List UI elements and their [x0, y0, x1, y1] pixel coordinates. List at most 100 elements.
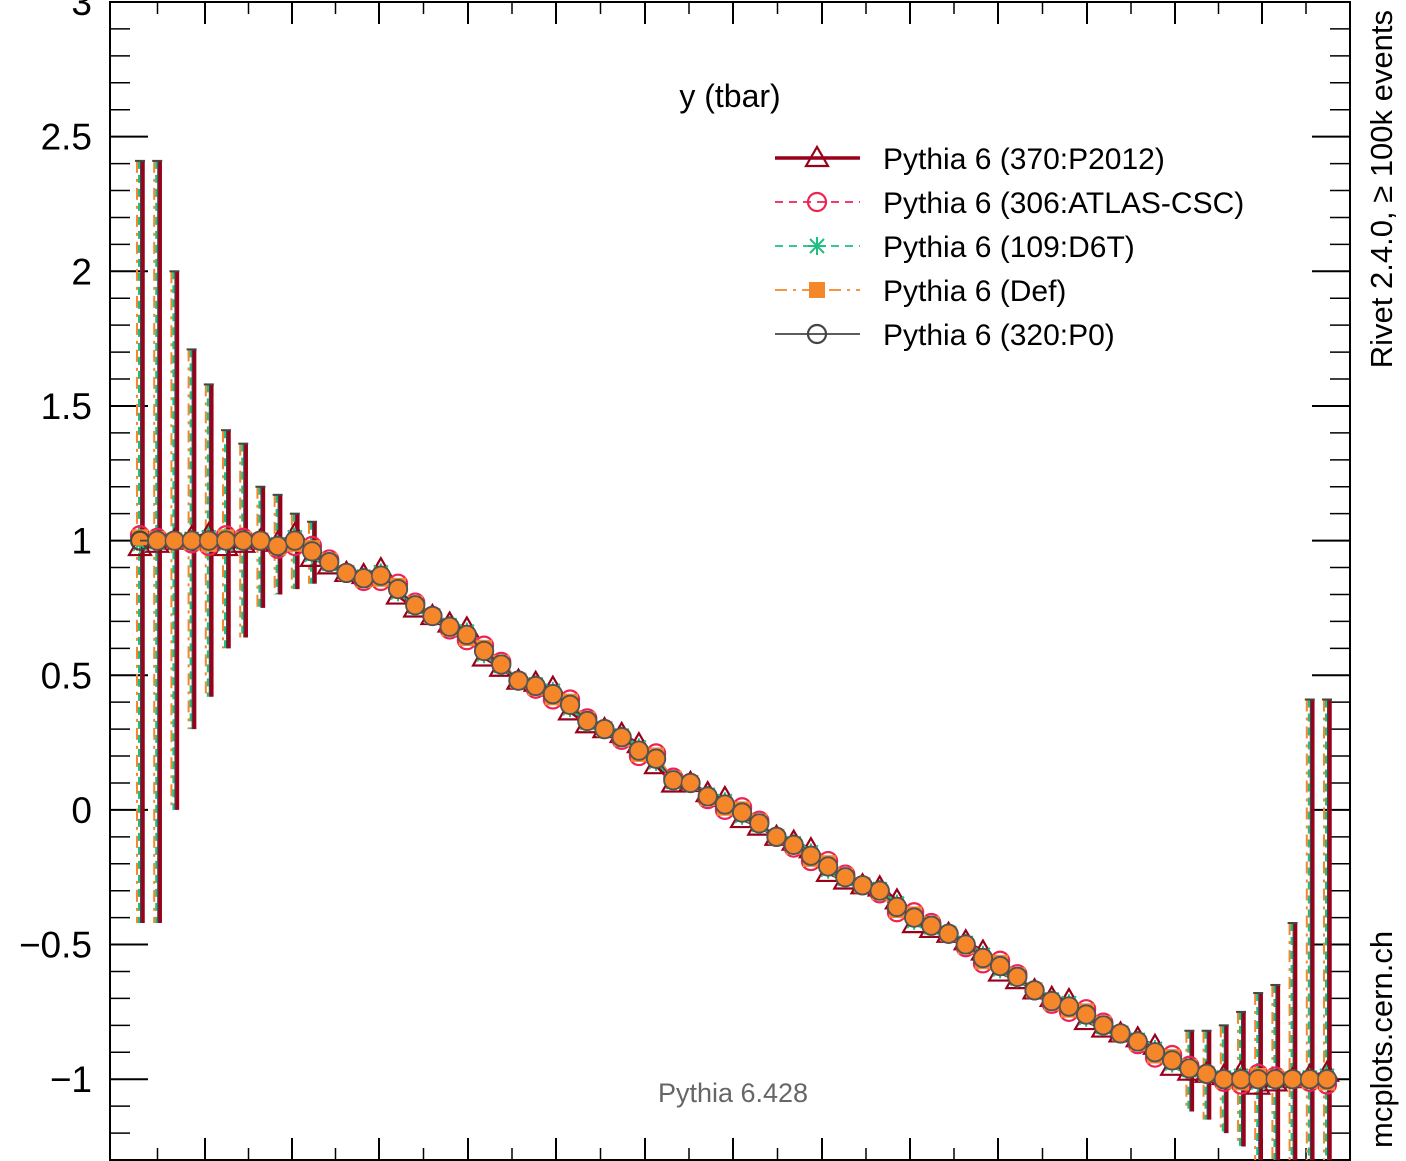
data-point-overlay [1059, 996, 1079, 1017]
data-point-overlay [439, 617, 460, 637]
data-point-overlay [302, 541, 322, 562]
data-point-overlay [904, 907, 924, 928]
data-point-overlay [818, 856, 838, 877]
legend: Pythia 6 (370:P2012) Pythia 6 (306:ATLAS-… [775, 143, 1244, 352]
y-tick-label: −1 [50, 1059, 92, 1100]
series-layer [127, 520, 1340, 1095]
legend-marker [806, 323, 828, 345]
data-point-overlay [1076, 1004, 1096, 1025]
data-point-overlay [1282, 1069, 1303, 1089]
data-point-overlay [388, 579, 408, 599]
data-point-overlay [1317, 1069, 1337, 1089]
data-point-overlay [646, 748, 666, 769]
legend-label: Pythia 6 (370:P2012) [883, 143, 1165, 176]
data-point-overlay [405, 595, 425, 615]
data-point-overlay [1196, 1064, 1217, 1084]
data-point-overlay [199, 530, 219, 551]
data-point-overlay [1145, 1042, 1165, 1063]
data-point-overlay [594, 719, 615, 739]
y-tick-label: 0.5 [41, 655, 92, 696]
data-point-overlay [336, 563, 357, 583]
legend-marker [809, 282, 825, 298]
y-tick-label: −0.5 [19, 925, 92, 966]
data-point-overlay [508, 670, 529, 691]
data-point-overlay [250, 530, 271, 551]
y-tick-label: 3 [71, 0, 92, 23]
legend-marker [804, 144, 830, 168]
data-point-overlay [732, 802, 752, 823]
data-point-overlay [1110, 1023, 1131, 1044]
generator-label: Pythia 6.428 [658, 1078, 808, 1108]
data-point-overlay [1128, 1031, 1148, 1052]
data-point-overlay [921, 915, 942, 936]
legend-label: Pythia 6 (Def) [883, 275, 1066, 308]
data-point-overlay [233, 530, 253, 551]
data-point-overlay [835, 867, 856, 887]
y-tick-label: 2.5 [41, 117, 92, 158]
data-point-overlay [663, 770, 684, 791]
data-point-overlay [1265, 1069, 1286, 1089]
data-point-overlay [697, 786, 718, 807]
data-point-overlay [1162, 1050, 1182, 1071]
error-bars [135, 159, 1332, 1160]
data-point-overlay [577, 711, 598, 731]
side-label-top: Rivet 2.4.0, ≥ 100k events [1364, 10, 1399, 368]
data-point-overlay [216, 530, 236, 551]
data-point-overlay [491, 654, 512, 675]
data-point-overlay [371, 565, 391, 586]
data-point-overlay [1300, 1069, 1320, 1089]
legend-label: Pythia 6 (109:D6T) [883, 231, 1135, 264]
data-point-overlay [474, 641, 494, 661]
data-point-overlay [1231, 1069, 1251, 1089]
y-axis: −1 −0.5 0 0.5 1 1.5 2 2.5 3 [19, 0, 1350, 1161]
legend-label: Pythia 6 (306:ATLAS-CSC) [883, 187, 1244, 220]
data-point-overlay [783, 835, 804, 855]
data-point-overlay [887, 897, 907, 917]
data-point-overlay [422, 606, 443, 626]
data-point-overlay [181, 530, 202, 551]
data-point-overlay [285, 530, 305, 551]
data-point-overlay [1042, 991, 1062, 1011]
side-label-bottom: mcplots.cern.ch [1364, 931, 1399, 1148]
data-point-overlay [973, 948, 993, 968]
data-point-overlay [680, 773, 701, 793]
plot-frame [109, 1, 1351, 1161]
data-point-overlay [990, 956, 1010, 976]
data-point-overlay [164, 530, 185, 551]
data-point-overlay [560, 695, 580, 715]
data-point-overlay [852, 875, 873, 896]
data-point-overlay [1179, 1058, 1200, 1079]
y-tick-label: 0 [71, 790, 92, 831]
data-point-overlay [525, 676, 546, 696]
data-point-overlay [319, 552, 339, 572]
data-point-overlay [629, 740, 649, 761]
y-tick-label: 2 [71, 251, 92, 292]
asterisk-stroke [809, 238, 825, 254]
data-point-overlay [147, 530, 167, 551]
data-point-overlay [1007, 967, 1028, 987]
data-point-overlay [938, 924, 959, 944]
data-point-overlay [267, 536, 288, 556]
legend-label: Pythia 6 (320:P0) [883, 319, 1115, 352]
data-point [127, 533, 153, 557]
data-point-overlay [749, 813, 770, 834]
data-point-overlay [611, 727, 632, 747]
data-point-overlay [1024, 980, 1045, 1001]
data-point-overlay [801, 845, 821, 866]
data-point-overlay [543, 684, 563, 704]
legend-marker [806, 191, 828, 213]
plot-subtitle: y (tbar) [679, 78, 780, 114]
data-point-overlay [955, 934, 976, 955]
data-point-overlay [869, 880, 890, 901]
y-tick-label: 1 [71, 521, 92, 562]
data-point-overlay [1093, 1015, 1114, 1036]
data-point-overlay [457, 625, 477, 645]
data-point-overlay [715, 794, 735, 815]
data-point-overlay [766, 827, 787, 847]
data-point-overlay [353, 568, 374, 589]
y-tick-label: 1.5 [41, 386, 92, 427]
data-point-overlay [1214, 1069, 1234, 1089]
series-overlay [147, 530, 1337, 1089]
legend-marker [808, 237, 826, 255]
